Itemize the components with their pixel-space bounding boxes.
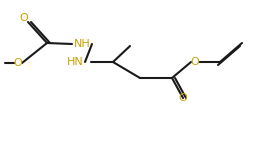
Text: O: O xyxy=(14,58,22,68)
Text: O: O xyxy=(20,13,28,23)
Text: HN: HN xyxy=(67,57,83,67)
Text: O: O xyxy=(179,93,187,103)
Text: O: O xyxy=(191,57,199,67)
Text: NH: NH xyxy=(74,39,90,49)
